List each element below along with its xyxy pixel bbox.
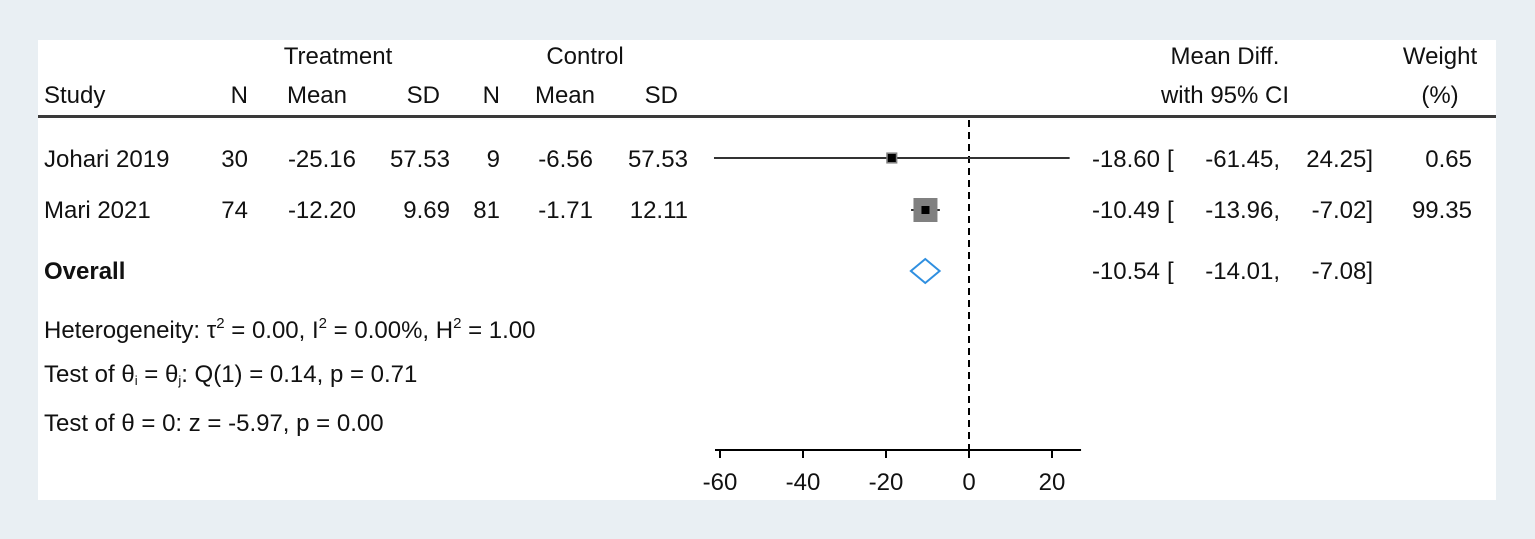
overall-diamond <box>909 257 942 285</box>
ci-upper: -7.02] <box>1311 197 1373 224</box>
effect-md: -18.60 <box>1091 146 1160 173</box>
header-control-mean: Mean <box>534 82 596 109</box>
x-tick-label: 20 <box>1039 469 1066 496</box>
header-ci: with 95% CI <box>1160 82 1290 109</box>
control-n: 81 <box>473 197 500 224</box>
overall-ci-lower: -14.01, <box>1205 258 1280 285</box>
control-sd: 57.53 <box>627 146 688 173</box>
header-weight: Weight <box>1402 43 1478 70</box>
ci-upper: 24.25] <box>1306 146 1373 173</box>
overall-label: Overall <box>44 258 126 285</box>
point-estimate <box>921 206 930 214</box>
study-name: Johari 2019 <box>44 146 170 173</box>
treatment-mean: -25.16 <box>287 146 356 173</box>
header-study: Study <box>44 82 106 109</box>
header-weight-pct: (%) <box>1421 82 1459 109</box>
header-mean-diff: Mean Diff. <box>1170 43 1280 70</box>
x-tick-label: -20 <box>869 469 904 496</box>
ci-lower: -13.96, <box>1205 197 1280 224</box>
header-treatment-mean: Mean <box>286 82 348 109</box>
control-mean: -1.71 <box>538 197 593 224</box>
header-treatment: Treatment <box>283 43 393 70</box>
overall-test-text: Test of θ = 0: z = -5.97, p = 0.00 <box>44 410 384 437</box>
header-treatment-sd: SD <box>406 82 440 109</box>
header-control: Control <box>546 43 624 70</box>
treatment-n: 30 <box>221 146 248 173</box>
point-estimate <box>887 154 896 162</box>
x-tick-label: 0 <box>962 469 975 496</box>
weight-value: 99.35 <box>1411 197 1472 224</box>
treatment-n: 74 <box>221 197 248 224</box>
control-mean: -6.56 <box>538 146 593 173</box>
study-name: Mari 2021 <box>44 197 151 224</box>
heterogeneity-text: Heterogeneity: τ2 = 0.00, I2 = 0.00%, H2… <box>44 315 536 344</box>
control-n: 9 <box>486 146 500 173</box>
ci-bracket-open: [ <box>1167 258 1174 285</box>
treatment-sd: 57.53 <box>389 146 450 173</box>
control-sd: 12.11 <box>629 197 688 224</box>
homogeneity-test-text: Test of θi = θj: Q(1) = 0.14, p = 0.71 <box>44 361 418 388</box>
weight-value: 0.65 <box>1425 146 1472 173</box>
x-tick-label: -60 <box>703 469 738 496</box>
ci-bracket-open: [ <box>1167 197 1174 224</box>
overall-ci-upper: -7.08] <box>1311 258 1373 285</box>
effect-md: -10.49 <box>1091 197 1160 224</box>
overall-md: -10.54 <box>1091 258 1160 285</box>
ci-lower: -61.45, <box>1205 146 1280 173</box>
treatment-mean: -12.20 <box>287 197 356 224</box>
ci-bracket-open: [ <box>1167 146 1174 173</box>
header-control-sd: SD <box>644 82 678 109</box>
header-treatment-n: N <box>230 82 248 109</box>
header-divider <box>38 115 1496 118</box>
x-tick-label: -40 <box>786 469 821 496</box>
treatment-sd: 9.69 <box>403 197 450 224</box>
header-control-n: N <box>482 82 500 109</box>
